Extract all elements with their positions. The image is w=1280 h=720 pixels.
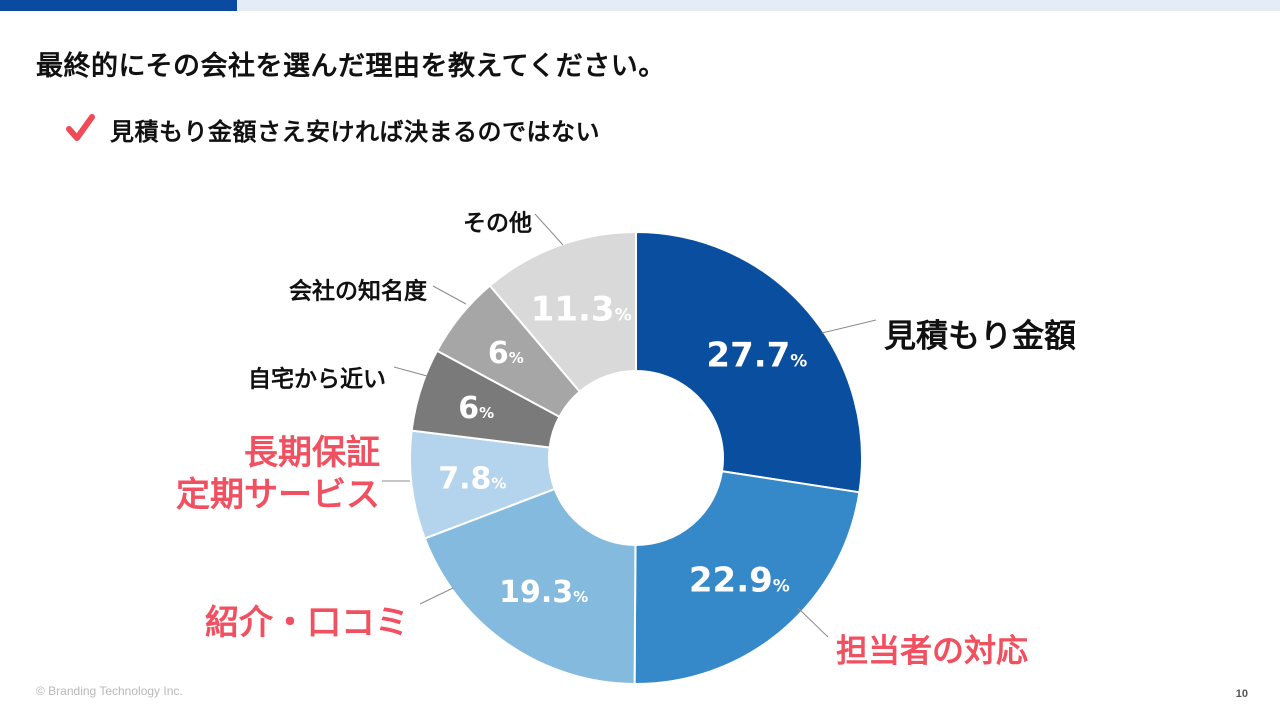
donut-slice: [635, 230, 863, 494]
donut-slice: [488, 230, 637, 394]
slice-value-label: 7.8%: [438, 462, 506, 497]
slice-category-label: 会社の知名度: [289, 277, 428, 304]
check-icon: [66, 113, 96, 147]
leader-line: [797, 607, 829, 638]
slice-category-label: 担当者の対応: [836, 632, 1028, 670]
leader-line: [821, 319, 877, 334]
slice-category-label: 長期保証定期サービス: [176, 433, 380, 515]
slice-value-label: 19.3%: [499, 575, 588, 610]
page-number: 10: [1235, 688, 1248, 700]
slice-value-label: 27.7%: [706, 336, 807, 376]
key-point-text: 見積もり金額さえ安ければ決まるのではない: [110, 118, 600, 146]
slice-category-label: 見積もり金額: [884, 317, 1076, 355]
leader-line: [419, 587, 454, 605]
donut-slice: [633, 470, 861, 685]
leader-line: [534, 213, 564, 246]
top-bar: [237, 0, 1280, 11]
slice-value-label: 6%: [458, 391, 494, 426]
slide-title: 最終的にその会社を選んだ理由を教えてください。: [36, 51, 666, 82]
slice-category-label: 自宅から近い: [248, 365, 386, 392]
slice-value-label: 22.9%: [689, 560, 790, 600]
leader-line: [432, 285, 467, 305]
donut-slice: [423, 487, 637, 686]
slice-category-label: その他: [463, 210, 532, 236]
top-accent-bar: [0, 0, 237, 11]
slice-value-label: 11.3%: [531, 290, 632, 330]
copyright: © Branding Technology Inc.: [36, 684, 183, 698]
slice-category-label: 紹介・口コミ: [205, 603, 409, 643]
leader-line: [393, 366, 428, 377]
key-point: 見積もり金額さえ安ければ決まるのではない: [66, 112, 600, 147]
slice-value-label: 6%: [488, 336, 524, 371]
